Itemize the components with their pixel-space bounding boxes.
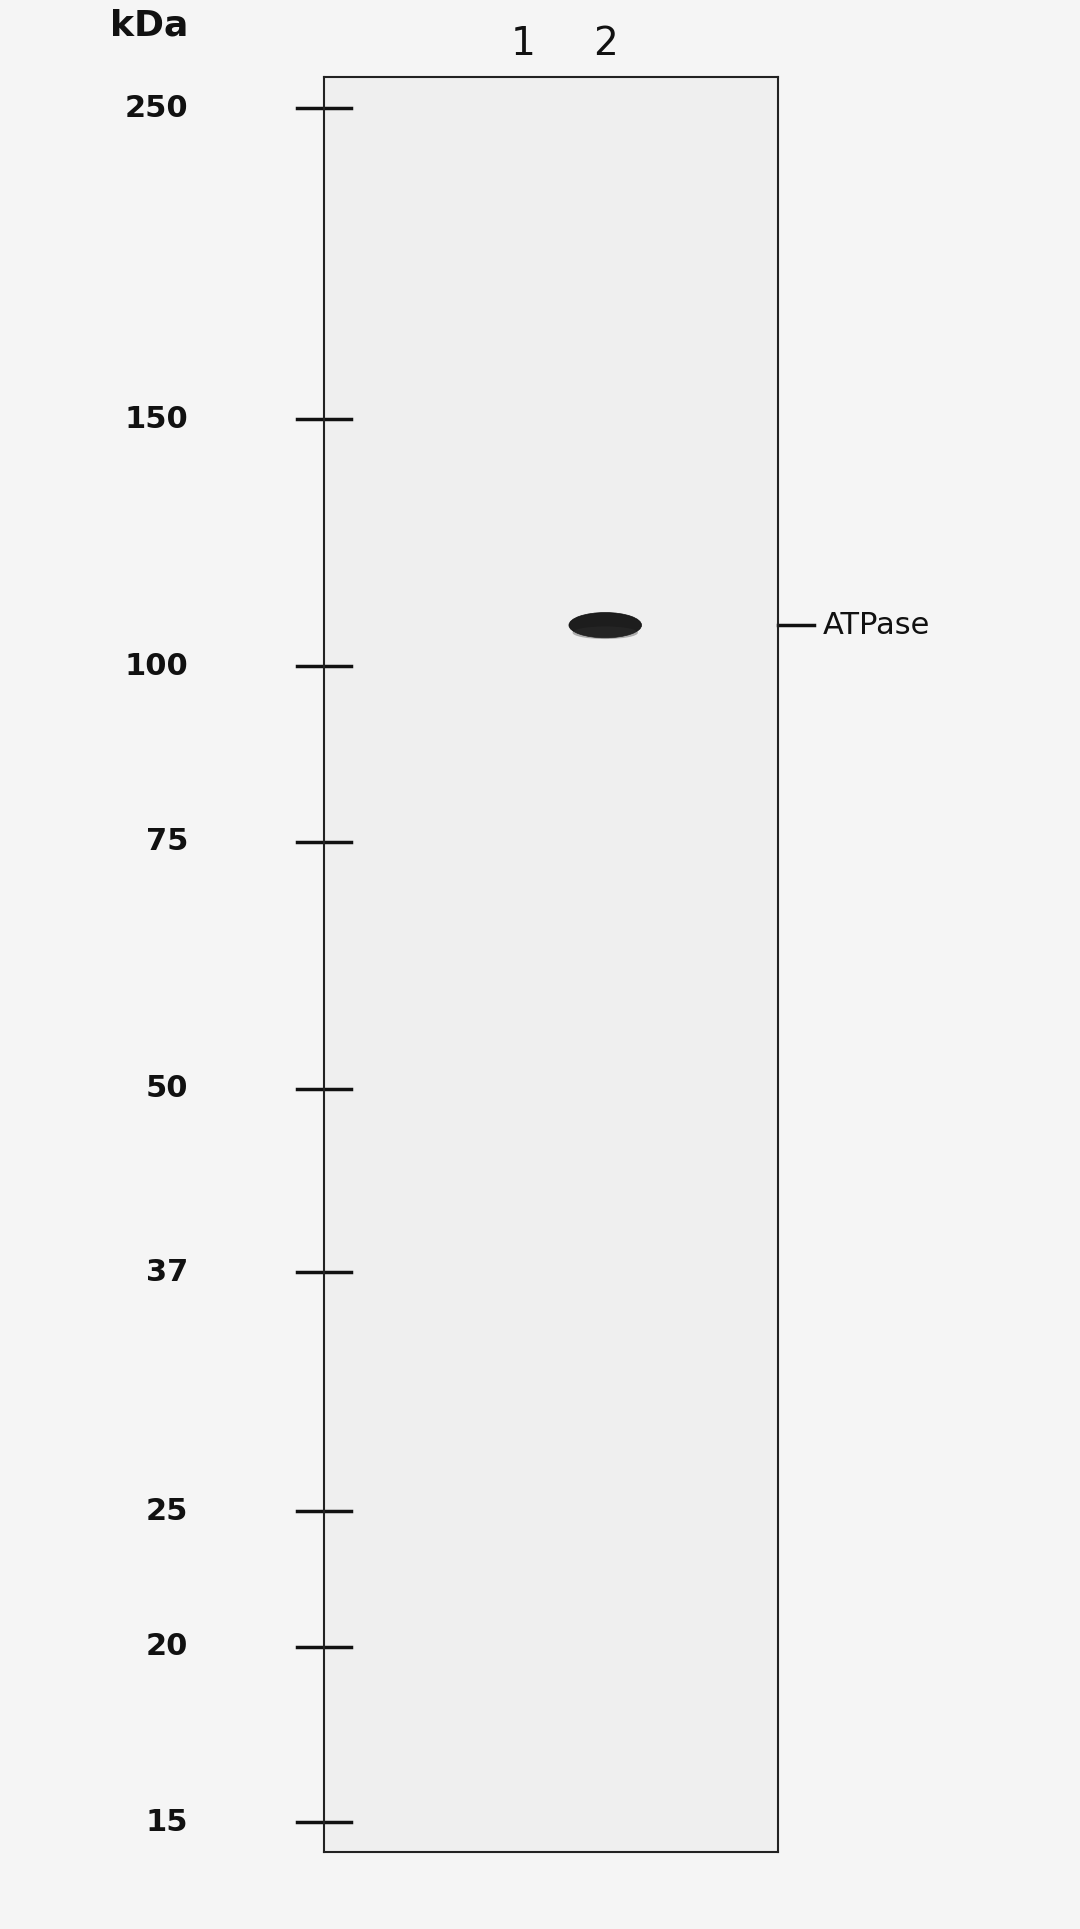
- Text: 20: 20: [146, 1632, 188, 1661]
- Ellipse shape: [572, 627, 638, 638]
- Text: 75: 75: [146, 828, 188, 856]
- Text: 1: 1: [511, 25, 536, 64]
- Text: ATPase: ATPase: [823, 611, 930, 640]
- Text: 15: 15: [146, 1807, 188, 1836]
- Text: 250: 250: [124, 95, 188, 123]
- Text: 150: 150: [124, 405, 188, 434]
- Text: kDa: kDa: [109, 8, 188, 42]
- Text: 100: 100: [124, 652, 188, 681]
- Ellipse shape: [569, 613, 642, 638]
- Text: 25: 25: [146, 1497, 188, 1526]
- Text: 2: 2: [593, 25, 618, 64]
- Text: 50: 50: [146, 1074, 188, 1103]
- Text: 37: 37: [146, 1258, 188, 1287]
